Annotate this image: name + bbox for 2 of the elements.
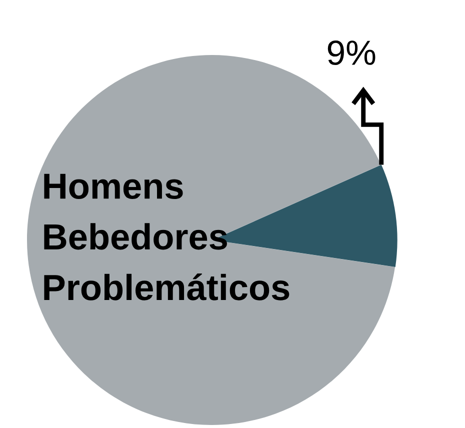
data-label: 9% [328,40,376,66]
slice-label: Homens Bebedores Problemáticos [44,174,290,300]
